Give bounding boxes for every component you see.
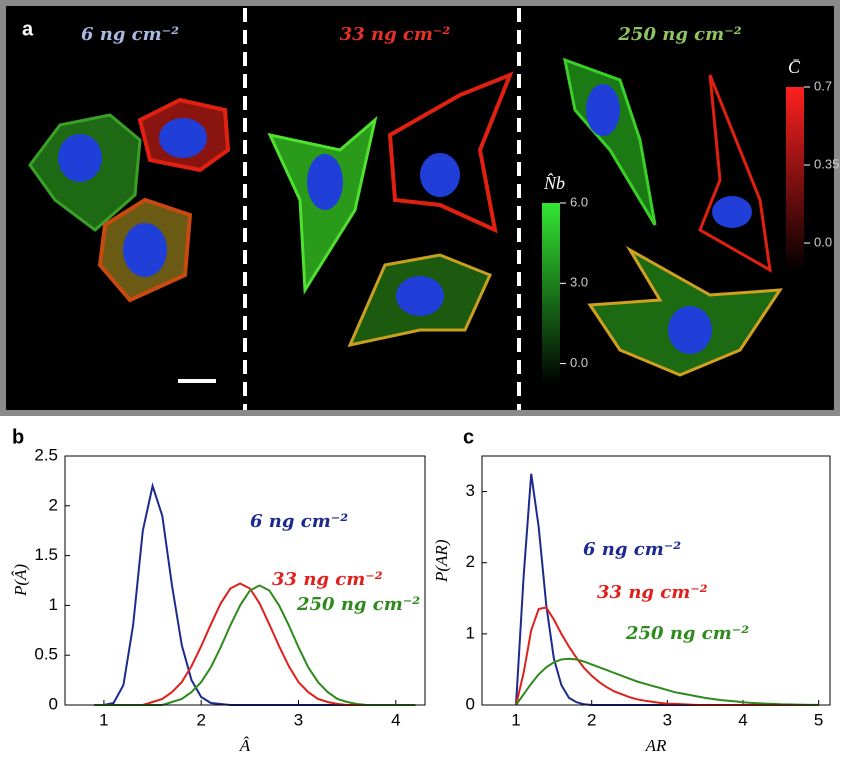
- y-tick-label: 1.5: [34, 545, 58, 564]
- plot-frame: [481, 455, 831, 706]
- nucleus: [307, 154, 343, 210]
- nucleus: [123, 223, 167, 277]
- colorbar-tick-label: 0.0: [814, 234, 832, 249]
- nucleus: [712, 196, 752, 228]
- x-tick-label: 1: [99, 710, 108, 729]
- colorbar-tick-label: 0.7: [814, 78, 832, 93]
- y-tick-label: 3: [466, 481, 475, 500]
- legend-label: 250 ng cm⁻²: [296, 594, 420, 615]
- colorbar-tick-label: 3.0: [570, 275, 588, 290]
- condition-label: 250 ng cm⁻²: [617, 24, 741, 45]
- legend-label: 6 ng cm⁻²: [583, 539, 681, 560]
- x-tick-label: 1: [511, 710, 520, 729]
- nucleus: [58, 134, 102, 182]
- nucleus: [586, 84, 620, 136]
- y-tick-label: 2: [466, 552, 475, 571]
- x-tick-label: 5: [814, 710, 823, 729]
- y-tick-label: 1: [466, 623, 475, 642]
- y-tick-label: 0: [466, 694, 475, 713]
- condition-label: 6 ng cm⁻²: [81, 24, 179, 45]
- x-tick-label: 3: [294, 710, 303, 729]
- panel-label: a: [22, 18, 34, 40]
- y-tick-label: 2: [49, 495, 58, 514]
- legend-label: 33 ng cm⁻²: [597, 582, 708, 603]
- line: [515, 657, 819, 706]
- nucleus: [420, 153, 460, 197]
- panel-label: c: [463, 426, 474, 448]
- nucleus: [396, 276, 444, 316]
- cell: [387, 71, 514, 234]
- colorbar: [542, 203, 560, 385]
- cell: [698, 74, 772, 273]
- x-tick-label: 2: [196, 710, 205, 729]
- legend-label: 250 ng cm⁻²: [625, 623, 749, 644]
- legend-label: 33 ng cm⁻²: [272, 569, 383, 590]
- plot-frame: [64, 455, 426, 706]
- x-axis-label: Â: [239, 736, 251, 755]
- x-tick-label: 4: [738, 710, 747, 729]
- y-axis-label: P(AR): [432, 539, 451, 583]
- colorbar-label: N̂b: [543, 173, 565, 193]
- cells: [28, 57, 783, 377]
- x-tick-label: 4: [391, 710, 400, 729]
- y-axis-label: P(Â): [11, 564, 30, 597]
- panel-label: b: [12, 426, 24, 448]
- nucleus: [668, 306, 712, 354]
- x-tick-label: 3: [663, 710, 672, 729]
- x-tick-label: 2: [587, 710, 596, 729]
- y-tick-label: 0: [49, 694, 58, 713]
- colorbar-tick-label: 6.0: [570, 194, 588, 209]
- colorbar-label: C̄: [788, 57, 801, 77]
- y-tick-label: 2.5: [34, 445, 58, 464]
- y-tick-label: 0.5: [34, 645, 58, 664]
- colorbar-tick-label: 0.35: [814, 156, 839, 171]
- x-axis-label: AR: [645, 736, 667, 755]
- condition-label: 33 ng cm⁻²: [340, 24, 451, 45]
- colorbar-tick-label: 0.0: [570, 355, 588, 370]
- legend-label: 6 ng cm⁻²: [250, 511, 348, 532]
- y-tick-label: 1: [49, 595, 58, 614]
- colorbar: [786, 87, 804, 272]
- nucleus: [159, 118, 207, 158]
